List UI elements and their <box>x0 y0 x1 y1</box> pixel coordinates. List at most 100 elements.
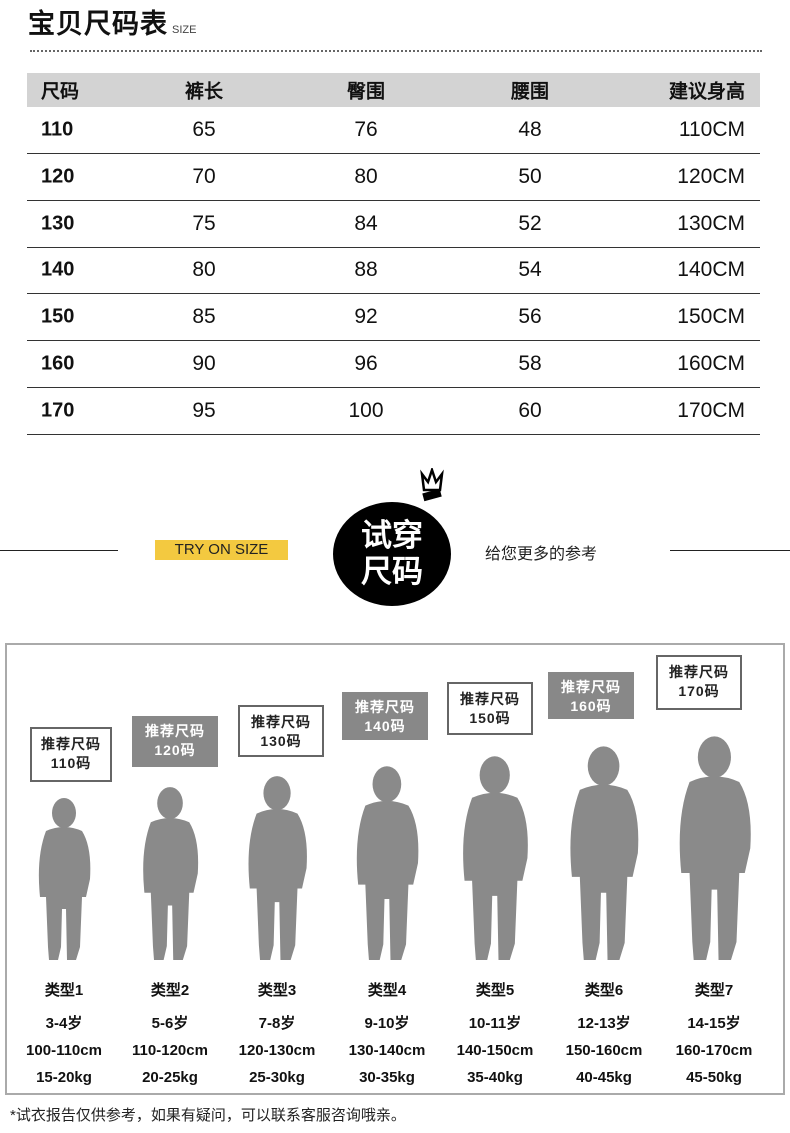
title-text: 宝贝尺码表 <box>28 9 168 39</box>
type-weight: 15-20kg <box>36 1069 92 1086</box>
bubble-size: 130码 <box>260 733 302 749</box>
type-info: 9-10岁 130-140cm 30-35kg <box>332 1010 442 1091</box>
cell-length: 75 <box>192 212 216 235</box>
col-height: 建议身高 <box>668 81 745 103</box>
type-weight: 30-35kg <box>359 1069 415 1086</box>
type-info: 3-4岁 100-110cm 15-20kg <box>9 1010 119 1091</box>
cell-height: 140CM <box>677 258 745 281</box>
table-row: 170 95 100 60 170CM <box>27 388 760 435</box>
try-on-panel <box>5 643 785 1095</box>
cell-waist: 54 <box>518 258 542 281</box>
child-silhouette-icon <box>570 746 639 960</box>
bubble-size: 110码 <box>50 755 92 771</box>
cell-size: 130 <box>41 212 75 235</box>
type-weight: 40-45kg <box>576 1069 632 1086</box>
dotted-divider <box>30 50 762 52</box>
cell-hip: 80 <box>354 165 378 188</box>
badge-line2: 尺码 <box>361 554 423 589</box>
try-on-badge: 试穿 尺码 <box>333 502 451 606</box>
table-row: 160 90 96 58 160CM <box>27 341 760 388</box>
col-size: 尺码 <box>41 81 80 103</box>
bubble-size: 160码 <box>570 698 612 714</box>
bubble-size: 140码 <box>364 718 406 734</box>
type-height: 110-120cm <box>132 1042 208 1059</box>
cell-hip: 76 <box>354 118 378 141</box>
badge-line1: 试穿 <box>361 518 423 553</box>
recommend-size-bubble: 推荐尺码 110码 <box>30 727 112 782</box>
cell-waist: 56 <box>518 305 542 328</box>
bubble-title: 推荐尺码 <box>145 723 205 739</box>
child-silhouette-icon <box>248 776 307 960</box>
cell-height: 120CM <box>677 165 745 188</box>
type-info: 10-11岁 140-150cm 35-40kg <box>440 1010 550 1091</box>
cell-size: 150 <box>41 305 75 328</box>
cell-size: 170 <box>41 399 75 422</box>
cell-length: 85 <box>192 305 216 328</box>
bubble-title: 推荐尺码 <box>41 736 101 752</box>
recommend-size-bubble: 推荐尺码 160码 <box>548 672 634 719</box>
type-weight: 35-40kg <box>467 1069 523 1086</box>
type-label: 类型2 <box>150 982 190 999</box>
cell-hip: 92 <box>354 305 378 328</box>
child-silhouette-icon <box>356 766 419 960</box>
cell-height: 110CM <box>678 118 745 141</box>
cell-hip: 100 <box>348 399 384 422</box>
cell-size: 160 <box>41 352 75 375</box>
bubble-size: 170码 <box>678 683 720 699</box>
cell-length: 80 <box>192 258 216 281</box>
recommend-size-bubble: 推荐尺码 140码 <box>342 692 428 740</box>
bubble-title: 推荐尺码 <box>460 691 520 707</box>
cell-waist: 52 <box>518 212 542 235</box>
type-age: 5-6岁 <box>151 1015 189 1032</box>
type-info: 5-6岁 110-120cm 20-25kg <box>115 1010 225 1091</box>
cell-height: 160CM <box>677 352 745 375</box>
reference-hint: 给您更多的参考 <box>485 546 598 563</box>
table-row: 120 70 80 50 120CM <box>27 154 760 201</box>
bubble-title: 推荐尺码 <box>561 679 621 695</box>
type-age: 9-10岁 <box>364 1015 410 1032</box>
recommend-size-bubble: 推荐尺码 130码 <box>238 705 324 757</box>
cell-hip: 96 <box>354 352 378 375</box>
type-age: 7-8岁 <box>258 1015 296 1032</box>
table-row: 140 80 88 54 140CM <box>27 247 760 294</box>
child-silhouette-icon <box>38 798 91 960</box>
col-hip: 臀围 <box>346 81 386 103</box>
recommend-size-bubble: 推荐尺码 120码 <box>132 716 218 767</box>
child-silhouette-icon <box>463 756 529 960</box>
table-row: 130 75 84 52 130CM <box>27 201 760 248</box>
cell-waist: 60 <box>518 399 542 422</box>
recommend-size-bubble: 推荐尺码 150码 <box>447 682 533 735</box>
cell-size: 110 <box>41 118 74 141</box>
divider-left <box>0 550 118 551</box>
bubble-size: 150码 <box>469 710 511 726</box>
type-weight: 45-50kg <box>686 1069 742 1086</box>
type-label: 类型7 <box>694 982 734 999</box>
type-info: 14-15岁 160-170cm 45-50kg <box>659 1010 769 1091</box>
type-height: 150-160cm <box>565 1042 643 1059</box>
type-label: 类型3 <box>257 982 297 999</box>
type-height: 130-140cm <box>348 1042 426 1059</box>
recommend-size-bubble: 推荐尺码 170码 <box>656 655 742 710</box>
try-on-size-tag: TRY ON SIZE <box>155 540 288 560</box>
cell-hip: 88 <box>354 258 378 281</box>
cell-length: 90 <box>192 352 216 375</box>
title-subtitle: SIZE <box>172 24 197 36</box>
cell-size: 120 <box>41 165 75 188</box>
page-title: 宝贝尺码表 SIZE <box>28 2 196 41</box>
type-label: 类型4 <box>367 982 407 999</box>
type-label: 类型6 <box>584 982 624 999</box>
type-weight: 25-30kg <box>249 1069 305 1086</box>
type-label: 类型1 <box>44 982 84 999</box>
table-row: 150 85 92 56 150CM <box>27 294 760 341</box>
cell-waist: 48 <box>518 118 542 141</box>
child-silhouette-icon <box>143 787 199 960</box>
cell-hip: 84 <box>354 212 378 235</box>
type-weight: 20-25kg <box>142 1069 198 1086</box>
cell-length: 65 <box>192 118 216 141</box>
disclaimer-note: *试衣报告仅供参考，如果有疑问，可以联系客服咨询哦亲。 <box>10 1107 406 1124</box>
type-height: 120-130cm <box>238 1042 316 1059</box>
bubble-title: 推荐尺码 <box>251 714 311 730</box>
type-age: 14-15岁 <box>687 1015 741 1032</box>
cell-length: 70 <box>192 165 216 188</box>
table-header: 尺码 裤长 臀围 腰围 建议身高 <box>27 73 760 107</box>
